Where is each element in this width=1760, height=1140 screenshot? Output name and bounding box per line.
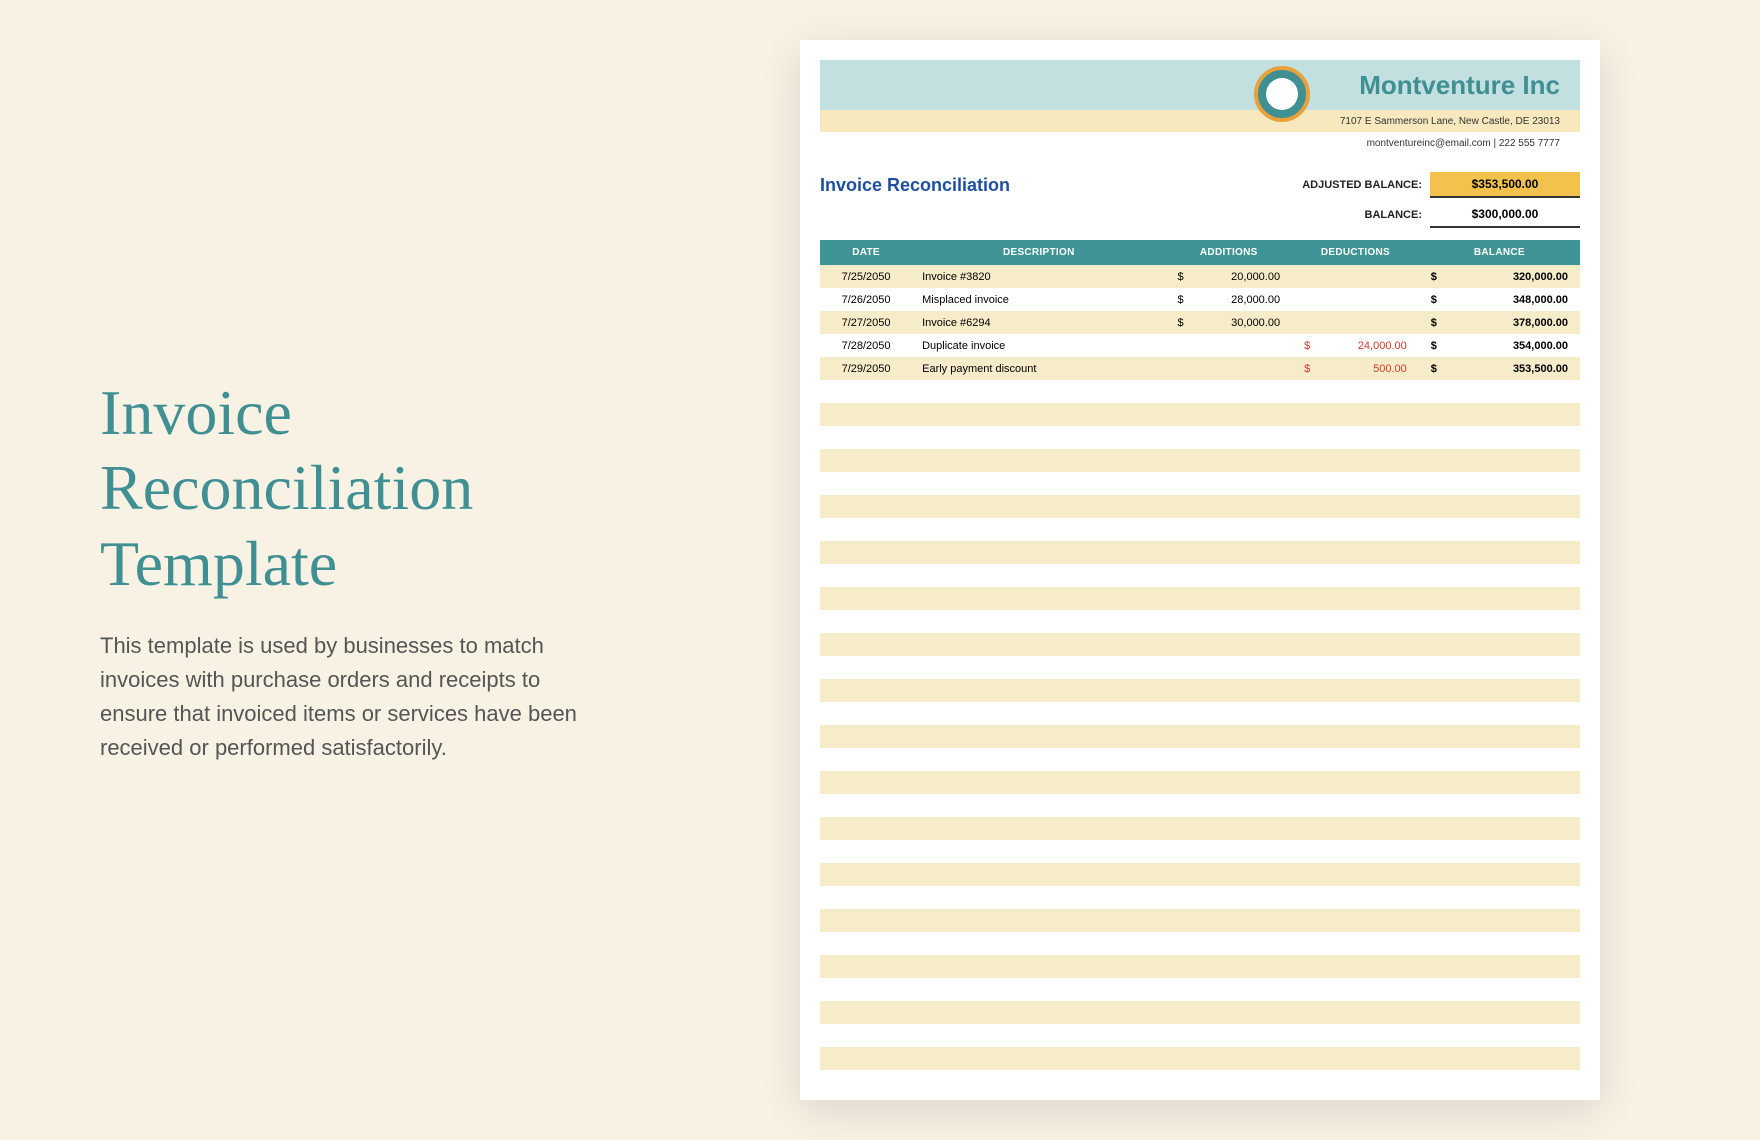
table-row: 7/26/2050Misplaced invoice$28,000.00$348… <box>820 288 1580 311</box>
company-address: 7107 E Sammerson Lane, New Castle, DE 23… <box>1340 116 1560 127</box>
table-row: 7/27/2050Invoice #6294$30,000.00$378,000… <box>820 311 1580 334</box>
table-row: 7/25/2050Invoice #3820$20,000.00$320,000… <box>820 265 1580 288</box>
document-title: Invoice Reconciliation <box>820 175 1270 196</box>
table-row <box>820 978 1580 1001</box>
balance-label: BALANCE: <box>1270 209 1430 221</box>
table-row <box>820 863 1580 886</box>
table-row <box>820 955 1580 978</box>
table-row <box>820 541 1580 564</box>
table-row <box>820 472 1580 495</box>
table-row <box>820 886 1580 909</box>
company-name: Montventure Inc <box>1359 70 1560 101</box>
table-row <box>820 1024 1580 1047</box>
table-row <box>820 426 1580 449</box>
table-row <box>820 794 1580 817</box>
company-contact: montventureinc@email.com | 222 555 7777 <box>1367 138 1560 149</box>
col-header-deductions: DEDUCTIONS <box>1292 240 1419 265</box>
table-row <box>820 633 1580 656</box>
col-header-date: DATE <box>820 240 912 265</box>
table-row <box>820 587 1580 610</box>
company-address-row: 7107 E Sammerson Lane, New Castle, DE 23… <box>820 110 1580 132</box>
col-header-additions: ADDITIONS <box>1165 240 1292 265</box>
table-row: 7/29/2050Early payment discount$500.00$3… <box>820 357 1580 380</box>
table-row <box>820 909 1580 932</box>
balance-row: BALANCE: $300,000.00 <box>820 202 1580 228</box>
balance-value: $300,000.00 <box>1430 202 1580 228</box>
title-row: Invoice Reconciliation ADJUSTED BALANCE:… <box>820 172 1580 198</box>
table-row <box>820 656 1580 679</box>
table-row <box>820 518 1580 541</box>
spreadsheet-document: Montventure Inc 7107 E Sammerson Lane, N… <box>800 40 1600 1100</box>
company-logo <box>1254 66 1310 122</box>
table-row <box>820 817 1580 840</box>
table-row: 7/28/2050Duplicate invoice$24,000.00$354… <box>820 334 1580 357</box>
table-body: 7/25/2050Invoice #3820$20,000.00$320,000… <box>820 265 1580 1070</box>
table-row <box>820 380 1580 403</box>
col-header-balance: BALANCE <box>1419 240 1580 265</box>
table-row <box>820 564 1580 587</box>
table-row <box>820 1047 1580 1070</box>
page-description: This template is used by businesses to m… <box>100 629 580 765</box>
reconciliation-table: DATE DESCRIPTION ADDITIONS DEDUCTIONS BA… <box>820 240 1580 1070</box>
table-row <box>820 679 1580 702</box>
company-contact-row: montventureinc@email.com | 222 555 7777 <box>820 132 1580 154</box>
header-banner: Montventure Inc <box>820 60 1580 110</box>
table-row <box>820 449 1580 472</box>
table-header-row: DATE DESCRIPTION ADDITIONS DEDUCTIONS BA… <box>820 240 1580 265</box>
table-row <box>820 495 1580 518</box>
adjusted-balance-value: $353,500.00 <box>1430 172 1580 198</box>
table-row <box>820 702 1580 725</box>
adjusted-balance-label: ADJUSTED BALANCE: <box>1270 179 1430 191</box>
table-row <box>820 932 1580 955</box>
table-row <box>820 725 1580 748</box>
table-row <box>820 1001 1580 1024</box>
table-row <box>820 403 1580 426</box>
col-header-description: DESCRIPTION <box>912 240 1165 265</box>
table-row <box>820 748 1580 771</box>
left-panel: Invoice Reconciliation Template This tem… <box>0 375 640 766</box>
page-title: Invoice Reconciliation Template <box>100 375 580 602</box>
table-row <box>820 840 1580 863</box>
table-row <box>820 610 1580 633</box>
sheet-container: Montventure Inc 7107 E Sammerson Lane, N… <box>640 0 1760 1140</box>
table-row <box>820 771 1580 794</box>
